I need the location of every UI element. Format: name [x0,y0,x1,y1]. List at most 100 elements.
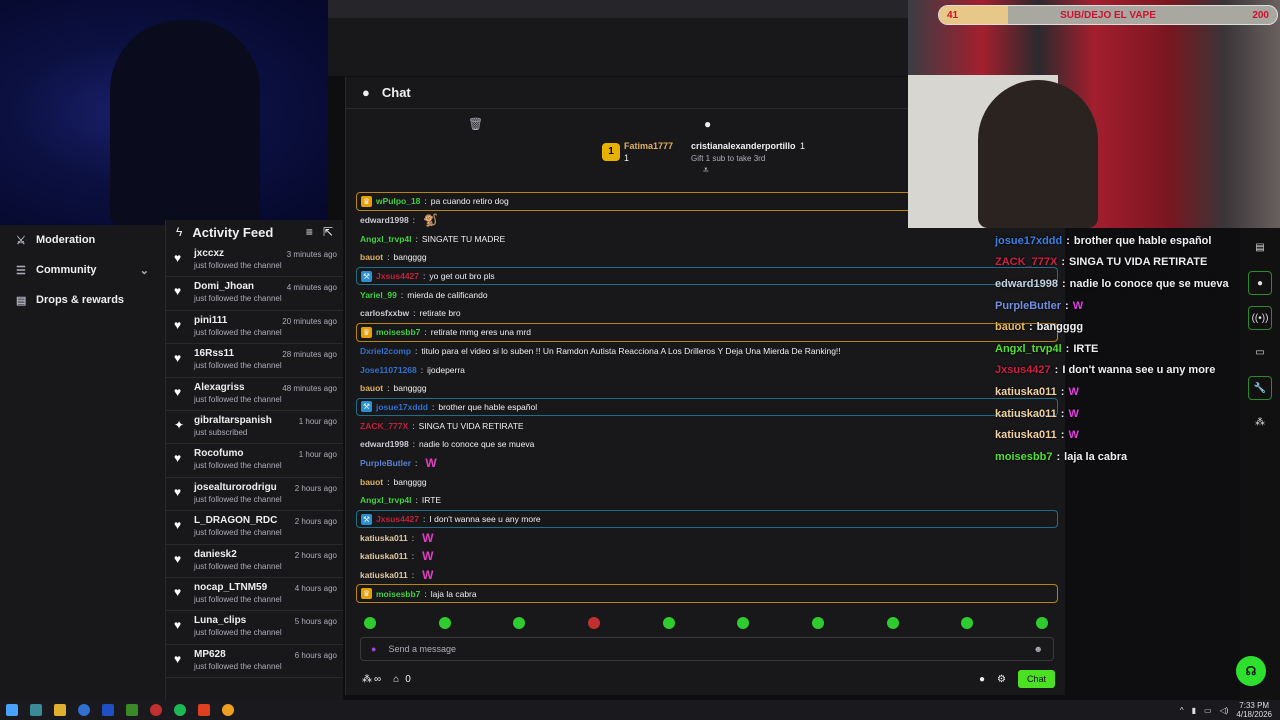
feed-user[interactable]: Alexagriss [194,381,245,393]
clock-time[interactable]: 7:33 PM [1239,701,1270,710]
feed-item[interactable]: ♥ Alexagriss just followed the channel 48 m… [166,378,343,411]
chat-icon[interactable]: ● [1248,271,1272,295]
channel-points-icon[interactable]: ⁂ [362,673,372,685]
emote-button[interactable] [438,617,451,629]
message-username[interactable]: bauot [360,476,384,487]
emoji-icon[interactable]: ☻ [1033,644,1043,654]
message-username[interactable]: PurpleButler [360,457,412,468]
emote-button[interactable] [513,617,526,629]
chat-send-button[interactable]: Chat [1017,670,1055,688]
message-username[interactable]: ZACK_777X [360,420,409,431]
emote-button[interactable] [364,617,376,629]
feed-item[interactable]: ♥ daniesk2 just followed the channel 2 hour… [166,545,343,578]
message-username[interactable]: edward1998 [360,215,409,226]
message-username[interactable]: Jxsus4427 [376,271,420,282]
microphone-icon[interactable]: ● [371,644,377,654]
message-username[interactable]: katiuska011 [360,570,408,581]
message-username[interactable]: katiuska011 [360,551,408,562]
clock-date[interactable]: 4/18/2026 [1236,710,1272,719]
feed-item[interactable]: ♥ nocap_LTNM59 just followed the channel 4 … [166,578,343,612]
feed-user[interactable]: josealturorodrigu [194,481,277,493]
wrench-icon[interactable]: 🔧 [1248,376,1272,400]
notes-icon[interactable]: ▤ [1255,242,1265,253]
feed-item[interactable]: ♥ Rocofumo just followed the channel 1 hour… [166,444,343,478]
volume-icon[interactable]: ◁) [1219,705,1229,715]
message-username[interactable]: Angxl_trvp4l [360,495,412,506]
minecraft-icon[interactable] [126,704,138,716]
feed-item[interactable]: ♥ josealturorodrigu just followed the chan… [166,478,343,512]
feed-item[interactable]: ♥ L_DRAGON_RDC just followed the channel 2 … [166,511,343,545]
leader-2-name[interactable]: cristianalexanderportillo [691,141,796,151]
feed-user[interactable]: pini111 [194,314,228,326]
filter-icon[interactable]: ≡ [305,225,313,239]
emote-button[interactable] [961,617,974,629]
chat-options-icon[interactable]: ● [978,673,986,685]
feed-item[interactable]: ✦ gibraltarspanish just subscribed 1 hour a… [166,411,343,445]
feed-item[interactable]: ♥ Domi_Jhoan just followed the channel 4 mi… [166,277,343,311]
feed-item[interactable]: ♥ pini111 just followed the channel 20 minu… [166,311,343,345]
points-icon[interactable]: ⁂ [1255,417,1265,428]
feed-user[interactable]: Rocofumo [194,448,244,460]
message-username[interactable]: josue17xddd [376,401,428,412]
emote-button[interactable] [662,617,675,629]
app-icon[interactable] [102,704,114,716]
message-username[interactable]: katiuska011 [360,532,408,543]
feed-user[interactable]: Domi_Jhoan [194,281,255,293]
sidebar-item-moderation[interactable]: ⚔ Moderation [0,225,165,255]
message-username[interactable]: Dxriel2comp [360,345,412,356]
store-icon[interactable]: ⌂ [393,673,400,685]
leader-1-name[interactable]: Fatima1777 [624,141,674,151]
app-icon[interactable] [222,704,234,716]
brave-icon[interactable] [198,704,210,716]
obs-icon[interactable] [150,704,162,716]
chrome-icon[interactable] [78,704,90,716]
layout-icon[interactable]: ▭ [1255,347,1265,358]
collapse-icon[interactable]: ⩡ [703,165,709,176]
mic-icon[interactable]: ▮ [1191,705,1197,715]
message-username[interactable]: Jxsus4427 [376,514,420,525]
trash-icon[interactable]: 🗑 [468,117,484,131]
app-icon[interactable] [30,704,42,716]
chat-input[interactable]: ● Send a message ☻ [360,637,1054,661]
emote-button[interactable] [737,617,750,629]
message-username[interactable]: carlosfxxbw [360,308,410,319]
message-username[interactable]: moisesbb7 [376,327,421,338]
message-username[interactable]: Angxl_trvp4l [360,233,412,244]
feed-user[interactable]: jxccxz [194,248,225,259]
folder-icon[interactable] [54,704,66,716]
network-icon[interactable]: ▭ [1204,705,1212,715]
sidebar-item-drops[interactable]: ▤ Drops & rewards [0,285,165,315]
message-username[interactable]: edward1998 [360,439,409,450]
sidebar-item-community[interactable]: ☰ Community ⌄ [0,255,165,285]
feed-user[interactable]: L_DRAGON_RDC [194,515,278,527]
feed-user[interactable]: Luna_clips [194,615,247,627]
message-username[interactable]: bauot [360,252,384,263]
feed-item[interactable]: ♥ jxccxz just followed the channel 3 minute… [166,244,343,278]
message-username[interactable]: moisesbb7 [376,588,421,599]
popout-icon[interactable]: ⇱ [322,225,333,239]
emote-button[interactable] [587,617,600,629]
message-username[interactable]: Jose11071268 [360,364,417,375]
feed-user[interactable]: nocap_LTNM59 [194,581,268,593]
chevron-up-icon[interactable]: ^ [1179,705,1184,715]
feed-item[interactable]: ♥ MP628 just followed the channel 6 hours a… [166,645,343,679]
emote-button[interactable] [811,617,824,629]
emote-button[interactable] [886,617,899,629]
headset-icon[interactable]: ☊ [1236,656,1266,686]
gear-icon[interactable]: ⚙ [997,673,1006,685]
message-username[interactable]: wPulpo_18 [376,196,421,207]
feed-user[interactable]: daniesk2 [194,548,237,560]
chat-settings-icon[interactable]: ● [704,117,712,131]
emote-button[interactable] [1035,617,1048,629]
feed-user[interactable]: MP628 [194,648,226,660]
feed-item[interactable]: ♥ Luna_clips just followed the channel 5 ho… [166,611,343,645]
message-username[interactable]: bauot [360,383,384,394]
broadcast-icon[interactable]: ((•)) [1248,306,1272,330]
spotify-icon[interactable] [174,704,186,716]
feed-user[interactable]: 16Rss11 [194,348,235,360]
feed-user[interactable]: gibraltarspanish [194,414,272,426]
message-username[interactable]: Yariel_99 [360,289,397,300]
feed-time: 4 minutes ago [286,283,337,293]
feed-item[interactable]: ♥ 16Rss11 just followed the channel 28 minu… [166,344,343,378]
windows-start-icon[interactable] [6,704,18,716]
